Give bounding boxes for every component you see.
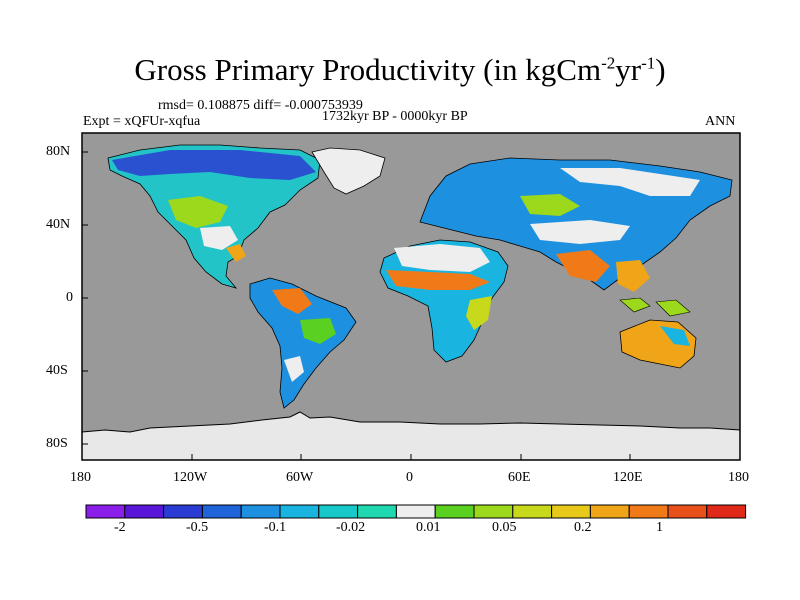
colorbar-box xyxy=(706,504,747,519)
colorbar-box xyxy=(318,504,359,519)
tick-marks xyxy=(81,151,741,460)
colorbar-box xyxy=(279,504,320,519)
colorbar-label: -0.1 xyxy=(264,520,287,535)
na-white xyxy=(200,226,238,250)
colorbar-label: -0.5 xyxy=(186,520,209,535)
colorbar-label: 0.01 xyxy=(416,520,441,535)
africa xyxy=(379,239,509,363)
sa-green xyxy=(300,318,336,344)
eurasia-white-north xyxy=(560,168,700,196)
sahel-orange xyxy=(386,270,490,290)
season-label: ANN xyxy=(705,114,736,129)
sa-orange xyxy=(272,288,312,314)
colorbar-box xyxy=(395,504,436,519)
colorbar-box xyxy=(434,504,475,519)
africa-green xyxy=(466,296,492,330)
se-asia-orange xyxy=(616,260,650,292)
colorbar-box xyxy=(163,504,203,519)
colorbar-box xyxy=(357,504,397,519)
colorbar-box xyxy=(628,504,669,519)
y-tick-label: 0 xyxy=(66,290,73,305)
colorbar-box xyxy=(589,504,630,519)
experiment-label: Expt = xQFUr-xqfua xyxy=(83,114,201,129)
x-tick-label: 60W xyxy=(286,470,314,485)
colorbar-label: -2 xyxy=(114,520,126,535)
na-orange xyxy=(226,244,246,262)
sa-white xyxy=(284,356,304,382)
colorbar-box xyxy=(551,504,591,519)
x-tick-label: 120E xyxy=(613,470,643,485)
antarctica xyxy=(81,411,741,461)
na-green xyxy=(168,196,228,228)
plot-title: Gross Primary Productivity (in kgCm-2yr-… xyxy=(134,52,666,87)
stats-text: rmsd= 0.108875 diff= -0.000753939 xyxy=(158,98,363,113)
colorbar-box xyxy=(473,504,514,519)
colorbar-box xyxy=(201,504,242,519)
south-america xyxy=(249,277,357,409)
colorbar-boxes xyxy=(85,504,747,519)
na-blue xyxy=(112,150,316,180)
x-tick-label: 180 xyxy=(728,470,749,485)
x-tick-label: 180 xyxy=(70,470,91,485)
x-tick-label: 120W xyxy=(173,470,208,485)
eurasia-green xyxy=(520,194,580,216)
y-tick-label: 80N xyxy=(46,144,71,159)
australia-blue xyxy=(660,326,690,346)
colorbar-box xyxy=(85,504,126,519)
y-tick-label: 40S xyxy=(46,363,68,378)
period-label: 1732kyr BP - 0000kyr BP xyxy=(322,109,468,124)
colorbar-box xyxy=(240,504,281,519)
greenland xyxy=(311,147,386,195)
india-orange xyxy=(556,250,610,282)
colorbar-label: 0.2 xyxy=(574,520,592,535)
x-tick-label: 60E xyxy=(508,470,531,485)
colorbar-label: -0.02 xyxy=(336,520,366,535)
colorbar-label: 0.05 xyxy=(492,520,517,535)
colorbar-box xyxy=(667,504,708,519)
y-tick-label: 80S xyxy=(46,436,68,451)
colorbar-box xyxy=(124,504,165,519)
colorbar-label: 1 xyxy=(656,520,663,535)
y-tick-label: 40N xyxy=(46,217,71,232)
sahara-white xyxy=(394,244,490,272)
asia-white-desert xyxy=(530,220,630,244)
x-tick-label: 0 xyxy=(406,470,413,485)
indonesia xyxy=(619,297,691,317)
colorbar-box xyxy=(512,504,553,519)
